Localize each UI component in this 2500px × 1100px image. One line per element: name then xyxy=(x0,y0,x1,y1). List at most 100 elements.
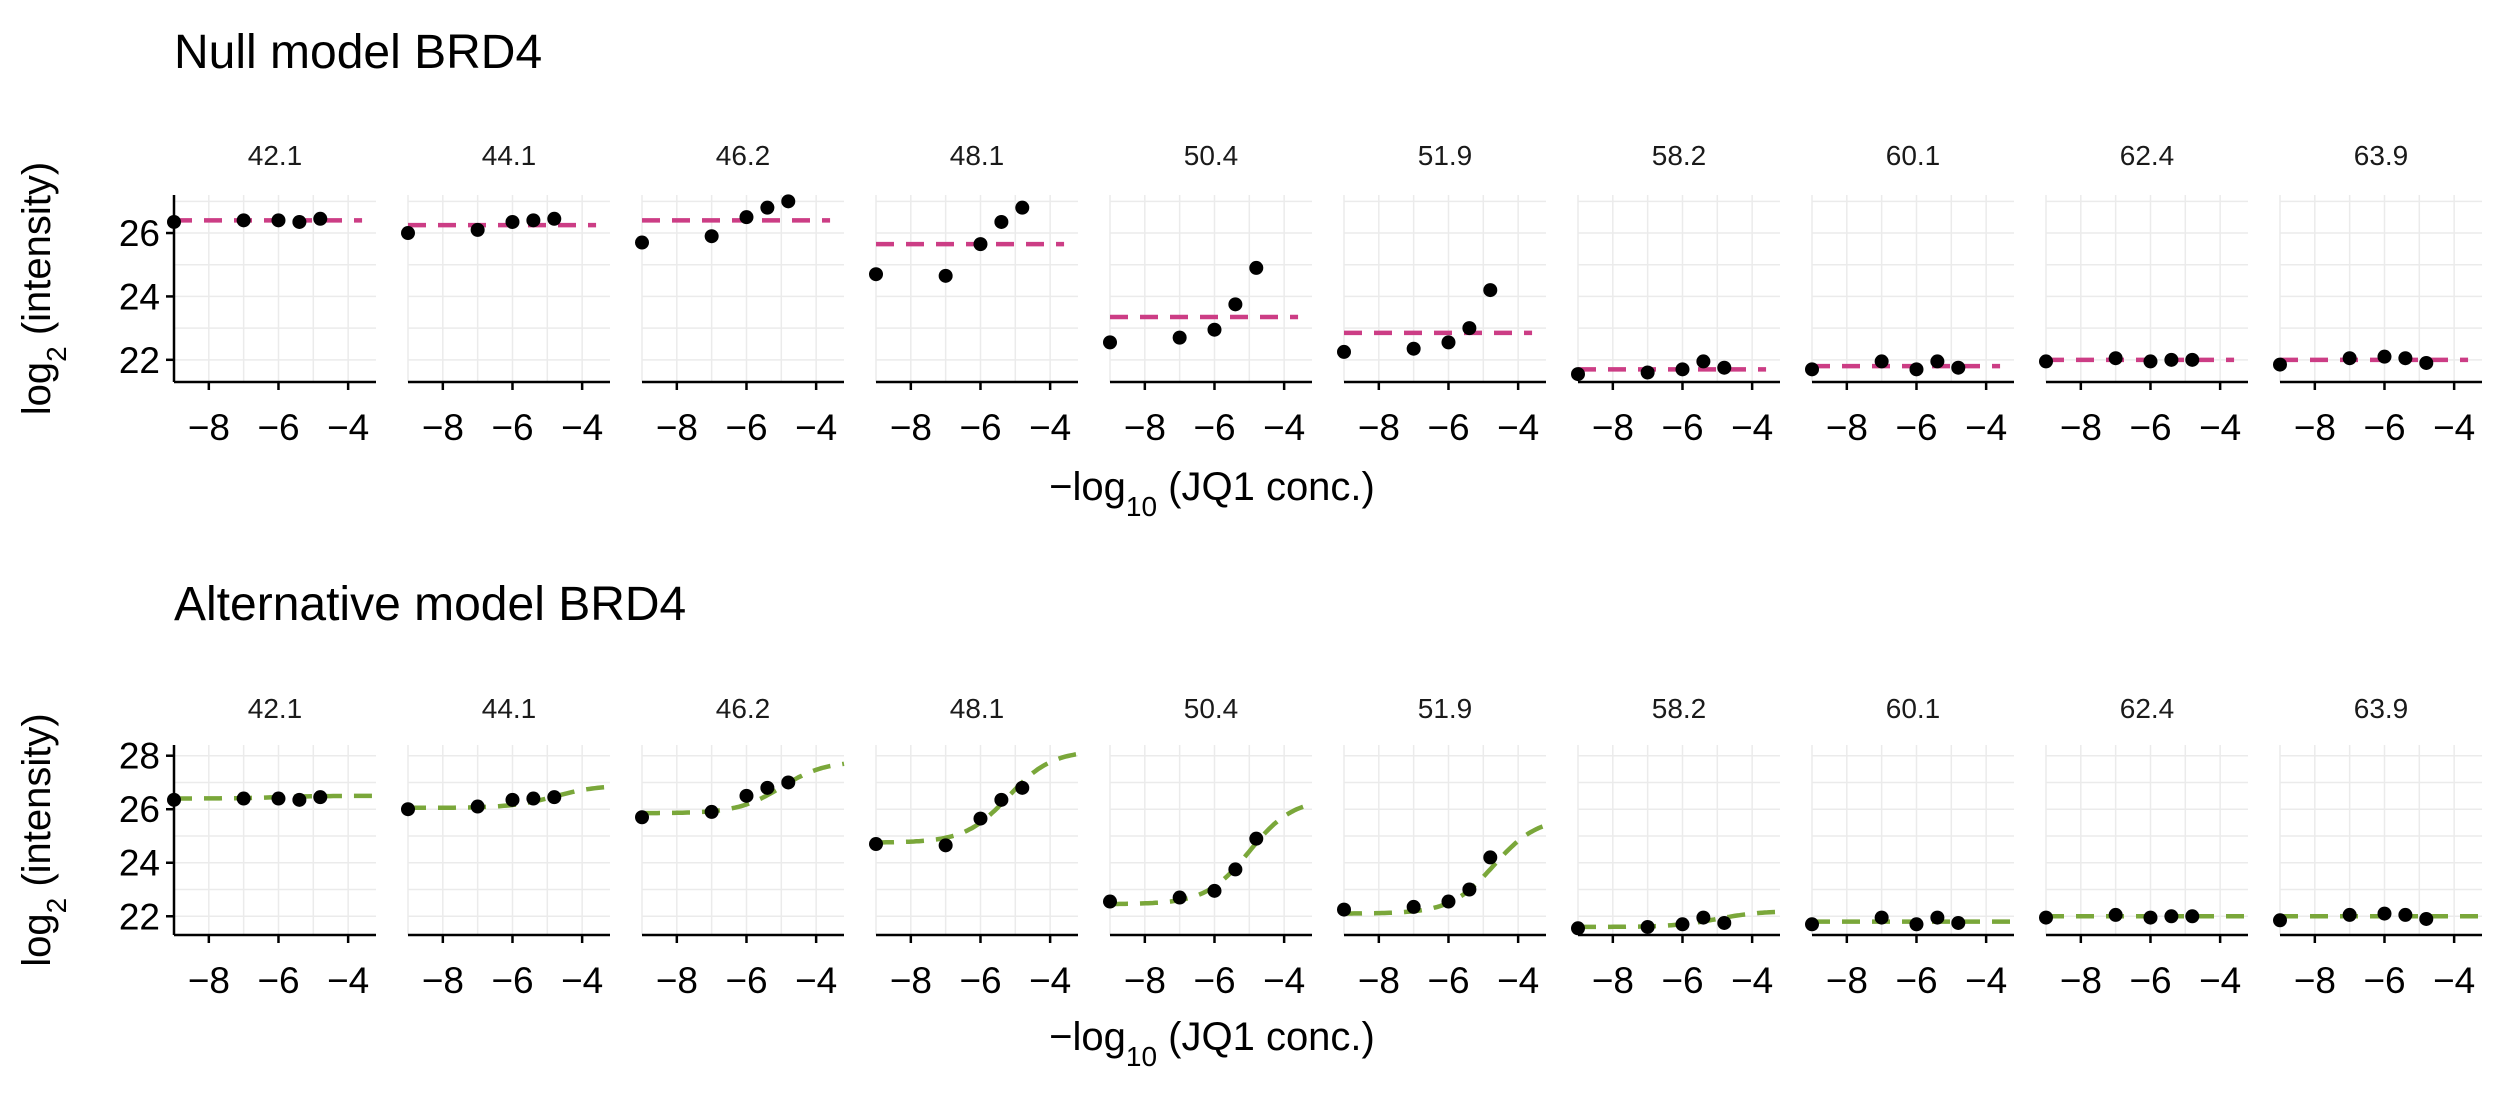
facet-panel-60-1: 60.1 −8 −6 −4 xyxy=(1805,693,2014,1001)
data-point xyxy=(2185,352,2200,367)
data-point xyxy=(1249,831,1264,846)
data-point xyxy=(292,214,307,229)
data-point xyxy=(739,210,754,225)
y-tick-label: 24 xyxy=(119,276,160,317)
x-tick-label: −6 xyxy=(725,960,767,1001)
data-point xyxy=(1337,344,1351,359)
data-point xyxy=(2377,349,2392,364)
x-tick-label: −8 xyxy=(1826,960,1868,1001)
y-axis-label: log2 (intensity) xyxy=(15,713,72,966)
data-point xyxy=(1406,341,1421,356)
data-point xyxy=(1640,919,1655,934)
data-point xyxy=(1571,367,1585,382)
x-tick-label: −8 xyxy=(1358,960,1400,1001)
data-point xyxy=(781,194,796,209)
data-point xyxy=(1675,362,1690,377)
facet-panel-63-9: 63.9 −8 −6 −4 xyxy=(2273,693,2482,1001)
x-tick-label: −4 xyxy=(1497,407,1539,448)
data-point xyxy=(470,222,485,237)
data-point xyxy=(167,792,181,807)
chart-group-null-model: Null model BRD4 log2 (intensity) −log10 (J… xyxy=(15,26,2482,522)
data-point xyxy=(1951,915,1966,930)
data-point xyxy=(2419,355,2434,370)
chart-group-alternative-model: Alternative model BRD4 log2 (intensity) −l… xyxy=(15,578,2482,1072)
x-tick-label: −8 xyxy=(890,960,932,1001)
x-tick-label: −6 xyxy=(1427,960,1469,1001)
data-point xyxy=(271,213,286,228)
x-tick-label: −8 xyxy=(656,407,698,448)
x-tick-label: −8 xyxy=(1592,407,1634,448)
x-tick-label: −8 xyxy=(1358,407,1400,448)
facet-panel-51-9: 51.9 −8 −6 −4 xyxy=(1337,693,1547,1001)
data-point xyxy=(1874,354,1889,369)
facet-panel-62-4: 62.4 −8 −6 −4 xyxy=(2039,693,2248,1001)
x-axis-label: −log10 (JQ1 conc.) xyxy=(1049,465,1375,522)
x-tick-label: −6 xyxy=(257,407,299,448)
x-tick-label: −8 xyxy=(188,960,230,1001)
data-point xyxy=(1462,882,1477,897)
x-tick-label: −6 xyxy=(959,407,1001,448)
x-tick-label: −6 xyxy=(491,407,533,448)
x-tick-label: −6 xyxy=(1895,407,1937,448)
x-tick-label: −8 xyxy=(2294,407,2336,448)
facet-panel-46-2: 46.2 −8 −6 −4 xyxy=(635,140,844,448)
facet-panel-48-1: 48.1 −8 −6 −4 xyxy=(869,693,1079,1001)
data-point xyxy=(1337,902,1351,917)
x-tick-label: −8 xyxy=(2060,960,2102,1001)
data-point xyxy=(1640,365,1655,380)
data-point xyxy=(781,775,796,790)
x-tick-label: −4 xyxy=(327,960,369,1001)
x-tick-label: −6 xyxy=(1661,960,1703,1001)
x-tick-label: −6 xyxy=(1661,407,1703,448)
x-tick-label: −4 xyxy=(1965,960,2007,1001)
x-tick-label: −4 xyxy=(1731,960,1773,1001)
data-point xyxy=(313,211,328,226)
x-tick-label: −6 xyxy=(2129,407,2171,448)
x-tick-label: −6 xyxy=(1193,960,1235,1001)
x-tick-label: −8 xyxy=(656,960,698,1001)
facet-panel-42-1: 42.1 22 24 26 28 −8 −6 −4 xyxy=(119,693,376,1001)
x-tick-label: −4 xyxy=(327,407,369,448)
facet-panel-51-9: 51.9 −8 −6 −4 xyxy=(1337,140,1546,448)
facet-strip-label: 62.4 xyxy=(2120,693,2175,724)
data-point xyxy=(1930,910,1945,925)
data-point xyxy=(2108,907,2123,922)
data-point xyxy=(271,791,286,806)
data-point xyxy=(401,226,415,241)
x-tick-label: −4 xyxy=(1029,960,1071,1001)
x-tick-label: −6 xyxy=(725,407,767,448)
x-tick-label: −8 xyxy=(1592,960,1634,1001)
x-tick-label: −6 xyxy=(491,960,533,1001)
data-point xyxy=(1675,917,1690,932)
data-point xyxy=(1571,921,1585,936)
x-tick-label: −4 xyxy=(795,407,837,448)
x-tick-label: −6 xyxy=(1427,407,1469,448)
y-tick-label: 24 xyxy=(119,843,160,884)
data-point xyxy=(1406,899,1421,914)
data-point xyxy=(505,792,520,807)
data-point xyxy=(2164,909,2179,924)
data-point xyxy=(401,802,415,817)
x-tick-label: −4 xyxy=(1965,407,2007,448)
data-point xyxy=(938,268,953,283)
data-point xyxy=(313,790,328,805)
data-point xyxy=(1909,917,1924,932)
data-point xyxy=(760,200,775,215)
data-point xyxy=(470,799,485,814)
facet-panel-50-4: 50.4 −8 −6 −4 xyxy=(1103,140,1312,448)
facet-strip-label: 51.9 xyxy=(1418,140,1473,171)
data-point xyxy=(2164,352,2179,367)
data-point xyxy=(1228,297,1243,312)
x-tick-label: −4 xyxy=(795,960,837,1001)
x-tick-label: −4 xyxy=(2199,960,2241,1001)
facet-strip-label: 42.1 xyxy=(248,140,303,171)
data-point xyxy=(1717,360,1732,375)
x-axis-label: −log10 (JQ1 conc.) xyxy=(1049,1015,1375,1072)
data-point xyxy=(1696,910,1711,925)
data-point xyxy=(526,213,541,228)
data-point xyxy=(2039,910,2053,925)
data-point xyxy=(1103,335,1117,350)
x-tick-label: −8 xyxy=(1826,407,1868,448)
data-point xyxy=(1696,354,1711,369)
